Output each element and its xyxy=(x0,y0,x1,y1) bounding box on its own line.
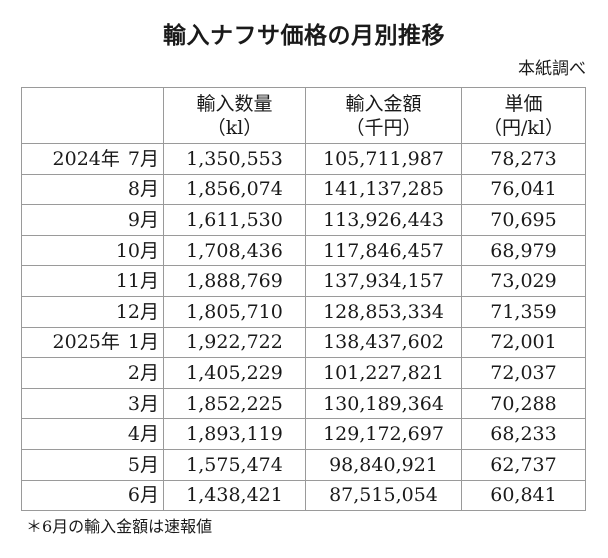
amount-cell: 141,137,285 xyxy=(305,173,462,206)
volume-cell: 1,888,769 xyxy=(163,265,306,297)
table-row: 5月 1,575,474 98,840,921 62,737 xyxy=(21,448,586,481)
period-cell: 6月 xyxy=(21,479,164,512)
period-cell: 8月 xyxy=(21,173,164,206)
header-unit-price-unit: （円/kl） xyxy=(483,116,564,139)
table-row: 2025年 1月 1,922,722 138,437,602 72,001 xyxy=(21,326,586,359)
footnote: ＊6月の輸入金額は速報値 xyxy=(26,517,213,536)
unit-price-cell: 62,737 xyxy=(461,448,586,481)
table-row: 11月 1,888,769 137,934,157 73,029 xyxy=(21,265,586,297)
period-cell: 2月 xyxy=(21,357,164,389)
period-cell: 2024年 7月 xyxy=(21,143,164,175)
year-label: 2025年 xyxy=(52,331,120,354)
table-body: 2024年 7月 1,350,553 105,711,987 78,273 8月 … xyxy=(21,143,586,512)
unit-price-cell: 76,041 xyxy=(461,173,586,206)
amount-cell: 113,926,443 xyxy=(305,204,462,236)
unit-price-cell: 73,029 xyxy=(461,265,586,297)
page-title: 輸入ナフサ価格の月別推移 xyxy=(163,23,445,49)
amount-cell: 87,515,054 xyxy=(305,479,462,512)
month-label: 1月 xyxy=(127,331,159,354)
month-label: 2月 xyxy=(127,361,159,384)
month-label: 4月 xyxy=(127,423,159,446)
month-label: 7月 xyxy=(127,147,159,170)
table-row: 3月 1,852,225 130,189,364 70,288 xyxy=(21,387,586,420)
volume-cell: 1,708,436 xyxy=(163,234,306,267)
naphtha-import-table: 輸入数量 （kl） 輸入金額 （千円） 単価 （円/kl） 2024年 7月 1,… xyxy=(21,87,586,512)
month-label: 11月 xyxy=(115,270,159,293)
month-label: 3月 xyxy=(127,392,159,415)
amount-cell: 101,227,821 xyxy=(305,357,462,389)
unit-price-cell: 68,979 xyxy=(461,234,586,267)
table-row: 9月 1,611,530 113,926,443 70,695 xyxy=(21,204,586,236)
header-volume-unit: （kl） xyxy=(206,116,263,139)
header-amount-unit: （千円） xyxy=(345,116,422,139)
period-cell: 2025年 1月 xyxy=(21,326,164,359)
unit-price-cell: 70,695 xyxy=(461,204,586,236)
month-label: 9月 xyxy=(127,208,159,231)
month-label: 10月 xyxy=(115,239,159,262)
month-label: 6月 xyxy=(127,484,159,507)
amount-cell: 137,934,157 xyxy=(305,265,462,297)
period-cell: 4月 xyxy=(21,418,164,450)
unit-price-cell: 70,288 xyxy=(461,387,586,420)
volume-cell: 1,805,710 xyxy=(163,295,306,328)
month-label: 8月 xyxy=(127,178,159,201)
header-volume-label: 輸入数量 xyxy=(196,92,273,115)
unit-price-cell: 72,037 xyxy=(461,357,586,389)
table-row: 4月 1,893,119 129,172,697 68,233 xyxy=(21,418,586,450)
amount-cell: 128,853,334 xyxy=(305,295,462,328)
unit-price-cell: 78,273 xyxy=(461,143,586,175)
period-cell: 3月 xyxy=(21,387,164,420)
header-period xyxy=(21,87,164,144)
table-row: 2024年 7月 1,350,553 105,711,987 78,273 xyxy=(21,143,586,175)
amount-cell: 105,711,987 xyxy=(305,143,462,175)
month-label: 12月 xyxy=(115,300,159,323)
header-unit-price-label: 単価 xyxy=(504,92,543,115)
header-unit-price: 単価 （円/kl） xyxy=(461,87,586,144)
period-cell: 9月 xyxy=(21,204,164,236)
amount-cell: 98,840,921 xyxy=(305,448,462,481)
volume-cell: 1,350,553 xyxy=(163,143,306,175)
period-cell: 5月 xyxy=(21,448,164,481)
unit-price-cell: 71,359 xyxy=(461,295,586,328)
header-amount: 輸入金額 （千円） xyxy=(305,87,462,144)
volume-cell: 1,611,530 xyxy=(163,204,306,236)
amount-cell: 129,172,697 xyxy=(305,418,462,450)
header-amount-label: 輸入金額 xyxy=(345,92,422,115)
table-row: 12月 1,805,710 128,853,334 71,359 xyxy=(21,295,586,328)
volume-cell: 1,575,474 xyxy=(163,448,306,481)
table-header-row: 輸入数量 （kl） 輸入金額 （千円） 単価 （円/kl） xyxy=(21,87,586,144)
volume-cell: 1,852,225 xyxy=(163,387,306,420)
amount-cell: 130,189,364 xyxy=(305,387,462,420)
volume-cell: 1,893,119 xyxy=(163,418,306,450)
volume-cell: 1,405,229 xyxy=(163,357,306,389)
period-cell: 11月 xyxy=(21,265,164,297)
volume-cell: 1,856,074 xyxy=(163,173,306,206)
year-label: 2024年 xyxy=(52,147,120,170)
header-volume: 輸入数量 （kl） xyxy=(163,87,306,144)
source-note: 本紙調べ xyxy=(518,59,586,79)
table-row: 6月 1,438,421 87,515,054 60,841 xyxy=(21,479,586,512)
table-row: 10月 1,708,436 117,846,457 68,979 xyxy=(21,234,586,267)
table-row: 8月 1,856,074 141,137,285 76,041 xyxy=(21,173,586,206)
amount-cell: 117,846,457 xyxy=(305,234,462,267)
volume-cell: 1,438,421 xyxy=(163,479,306,512)
period-cell: 12月 xyxy=(21,295,164,328)
period-cell: 10月 xyxy=(21,234,164,267)
volume-cell: 1,922,722 xyxy=(163,326,306,359)
amount-cell: 138,437,602 xyxy=(305,326,462,359)
unit-price-cell: 60,841 xyxy=(461,479,586,512)
unit-price-cell: 72,001 xyxy=(461,326,586,359)
table-row: 2月 1,405,229 101,227,821 72,037 xyxy=(21,357,586,389)
month-label: 5月 xyxy=(127,453,159,476)
unit-price-cell: 68,233 xyxy=(461,418,586,450)
